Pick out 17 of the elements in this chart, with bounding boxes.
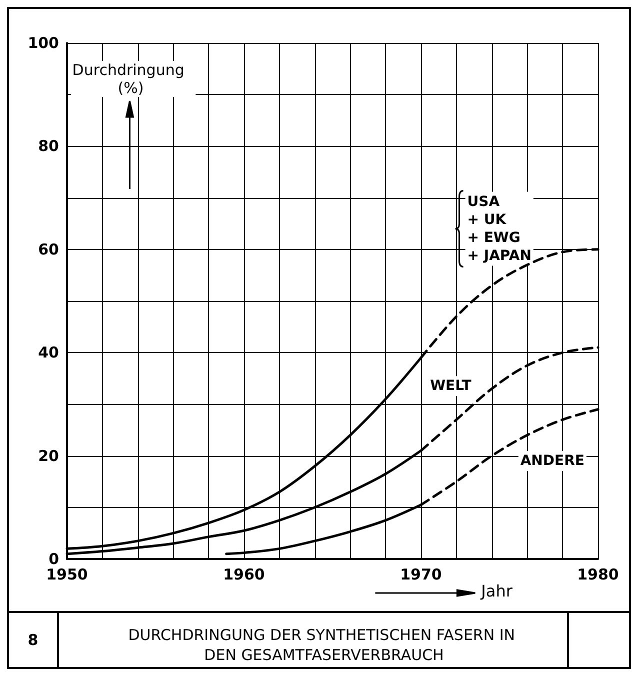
y-tick-label: 60 xyxy=(38,240,59,258)
text: 8 xyxy=(28,631,38,649)
text: WELT xyxy=(430,378,472,394)
x-tick-label: 1970 xyxy=(400,566,442,584)
y-tick-label: 100 xyxy=(28,34,59,52)
x-tick-label: 1980 xyxy=(577,566,619,584)
y-tick-label: 80 xyxy=(38,137,59,156)
y-tick-label: 0 xyxy=(48,550,59,568)
text: ANDERE xyxy=(520,452,584,469)
y-axis-title: Durchdringung (%) xyxy=(72,61,190,98)
y-tick-label: 40 xyxy=(38,344,59,362)
x-tick-label: 1960 xyxy=(223,566,265,584)
x-tick-label: 1950 xyxy=(46,566,88,584)
text: DURCHDRINGUNG DER SYNTHETISCHEN FASERN IN DEN GESAMTFASERVERBRAUCH xyxy=(128,626,520,664)
y-tick-label: 20 xyxy=(38,446,59,465)
text: USA + UK + EWG + JAPAN xyxy=(467,194,532,264)
x-axis-title: Jahr xyxy=(480,582,513,600)
